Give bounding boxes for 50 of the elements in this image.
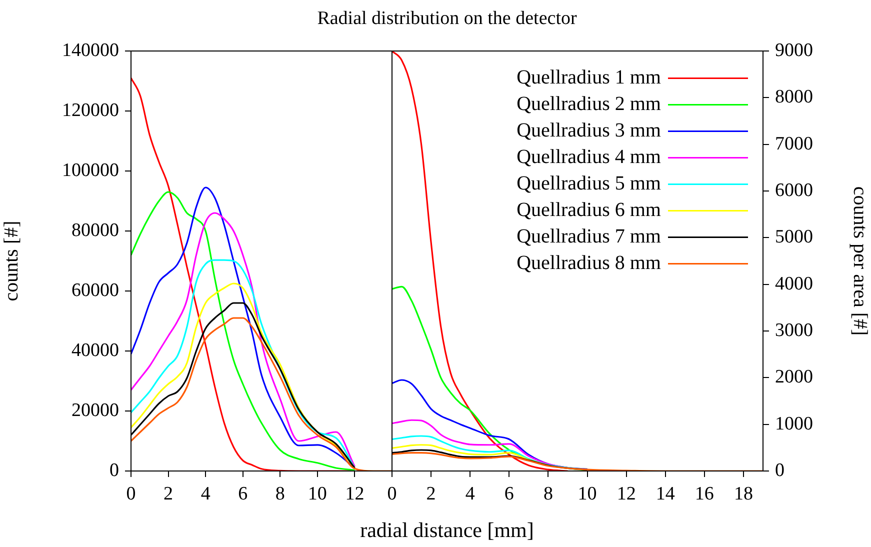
y-tick-label: 40000 <box>72 340 119 361</box>
y-tick-label: 80000 <box>72 220 119 241</box>
x-tick-label: 4 <box>200 483 211 504</box>
y-tick-label: 60000 <box>72 280 119 301</box>
x-tick-label: 14 <box>656 483 676 504</box>
y2-tick-label: 7000 <box>775 133 813 154</box>
x-tick-label: 4 <box>465 483 476 504</box>
x-tick-label: 0 <box>126 483 136 504</box>
legend-label: Quellradius 6 mm <box>516 199 662 221</box>
x-tick-label: 18 <box>734 483 753 504</box>
y2-tick-label: 0 <box>775 460 784 481</box>
legend-label: Quellradius 2 mm <box>516 93 662 115</box>
y-tick-label: 120000 <box>62 100 119 121</box>
y-tick-label: 20000 <box>72 400 119 421</box>
x-tick-label: 10 <box>578 483 597 504</box>
y-tick-label: 0 <box>110 460 119 481</box>
line-series <box>392 452 763 471</box>
x-tick-label: 2 <box>426 483 436 504</box>
y2-tick-label: 3000 <box>775 320 813 341</box>
x-tick-label: 16 <box>694 483 714 504</box>
x-axis-title: radial distance [mm] <box>359 518 535 543</box>
y-tick-label: 100000 <box>62 160 119 181</box>
y2-tick-label: 9000 <box>775 40 813 61</box>
x-tick-label: 10 <box>308 483 327 504</box>
line-series <box>392 444 550 466</box>
x-tick-label: 2 <box>164 483 174 504</box>
line-series <box>131 317 392 471</box>
y2-tick-label: 8000 <box>775 86 813 108</box>
y2-tick-label: 2000 <box>775 366 813 388</box>
legend-label: Quellradius 7 mm <box>516 226 662 248</box>
legend-label: Quellradius 3 mm <box>516 120 662 142</box>
y2-tick-label: 6000 <box>775 180 813 201</box>
y2-tick-label: 4000 <box>775 273 813 294</box>
y-axis-title: counts [#] <box>0 220 22 302</box>
x-tick-label: 12 <box>616 483 636 504</box>
y2-axis-title: counts per area [#] <box>848 186 871 336</box>
y2-tick-label: 1000 <box>775 413 813 434</box>
text: Radial distribution on the detector <box>316 8 578 30</box>
y-tick-label: 140000 <box>62 40 119 61</box>
x-tick-label: 6 <box>504 483 514 504</box>
legend-label: Quellradius 5 mm <box>516 172 662 194</box>
x-tick-label: 12 <box>345 483 364 504</box>
legend-label: Quellradius 4 mm <box>516 146 662 168</box>
legend-label: Quellradius 8 mm <box>516 252 662 274</box>
x-tick-label: 8 <box>543 483 553 504</box>
x-tick-label: 6 <box>238 483 248 504</box>
y2-tick-label: 5000 <box>775 226 813 248</box>
legend-label: Quellradius 1 mm <box>516 66 662 88</box>
x-tick-label: 8 <box>275 483 285 504</box>
x-tick-label: 0 <box>387 483 397 504</box>
